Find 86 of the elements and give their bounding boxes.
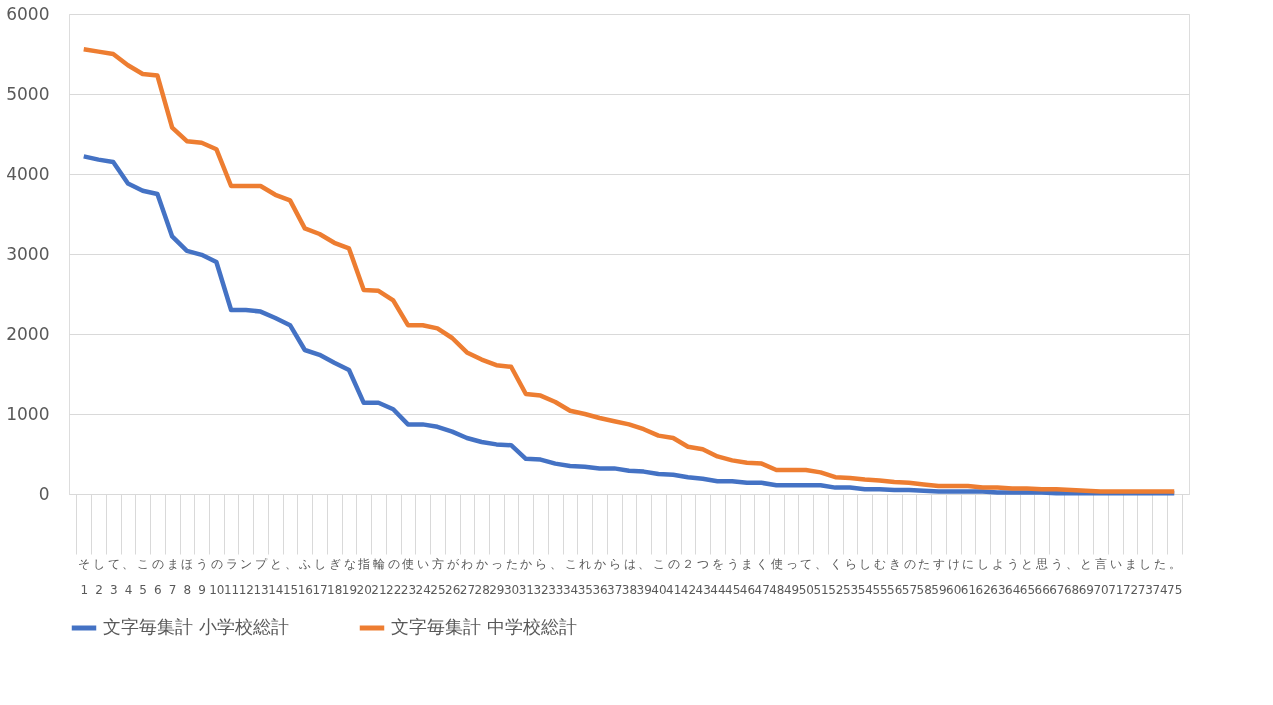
x-tick-label: う 45 (725, 556, 741, 597)
x-tick-label: む 55 (872, 556, 888, 597)
x-tick-label: ま 46 (739, 556, 756, 597)
x-tick-label: ２ 42 (680, 556, 697, 597)
x-tick-label: 方 25 (430, 556, 446, 597)
y-tick-label: 0 (38, 483, 50, 504)
x-tick-label: か 28 (474, 556, 490, 597)
x-tick-label: っ 29 (489, 556, 505, 597)
x-tick-label: 、 39 (636, 556, 652, 597)
x-tick-label: し 62 (975, 556, 991, 597)
x-tick-label: の 6 (151, 556, 164, 597)
x-tick-label: う 64 (1005, 556, 1021, 597)
x-tick-label: ま 7 (166, 556, 179, 597)
x-tick-label: ら 37 (607, 556, 623, 597)
x-tick-label: 、 33 (548, 556, 564, 597)
x-tick-label: の 22 (386, 556, 402, 597)
x-tick-label: た 74 (1152, 556, 1168, 597)
x-tick-label: か 31 (518, 556, 534, 597)
x-tick-label: 使 48 (769, 556, 785, 597)
y-tick-label: 4000 (6, 163, 50, 184)
x-tick-label: こ 34 (562, 556, 579, 597)
x-tick-label: て 50 (798, 556, 814, 597)
x-tick-label: 。 75 (1167, 556, 1183, 597)
x-tick-label: と 69 (1078, 556, 1094, 597)
x-tick-label: と 65 (1019, 556, 1036, 597)
x-tick-label: ま 72 (1122, 556, 1139, 597)
x-tick-label: け 60 (946, 556, 962, 597)
y-tick-label: 1000 (6, 403, 50, 424)
x-tick-label: な 19 (341, 556, 358, 597)
x-tick-label: ら 53 (842, 556, 859, 597)
x-tick-label: の 57 (901, 556, 918, 597)
x-tick-label: く 52 (828, 556, 844, 597)
legend-label: 文字毎集計 中学校総計 (391, 616, 577, 637)
x-tick-label: の 10 (209, 556, 225, 597)
x-tick-label: っ 49 (783, 556, 800, 597)
x-tick-label: し 73 (1137, 556, 1153, 597)
x-tick-label: い 71 (1108, 556, 1124, 597)
x-tick-label: 、 51 (813, 556, 829, 597)
x-tick-label: 言 70 (1093, 556, 1109, 597)
x-tick-label: ン 12 (238, 556, 254, 597)
x-tick-label: ぎ 18 (327, 556, 343, 597)
x-tick-label: た 30 (503, 556, 520, 597)
x-tick-label: こ 5 (137, 556, 150, 597)
x-tick-label: つ 43 (695, 556, 711, 597)
x-tick-label: ほ 8 (181, 556, 194, 597)
x-tick-label: し 2 (92, 556, 105, 597)
x-tick-label: う 9 (196, 556, 209, 597)
x-tick-label: は 38 (621, 556, 638, 597)
x-tick-label: か 36 (592, 556, 608, 597)
x-tick-label: わ 27 (459, 556, 476, 597)
y-tick-label: 6000 (6, 3, 50, 24)
x-tick-label: 、 4 (122, 556, 135, 597)
x-tick-label: に 61 (960, 556, 977, 597)
x-tick-label: れ 35 (577, 556, 593, 597)
x-tick-label: 使 23 (400, 556, 417, 597)
x-tick-label: プ 13 (253, 556, 269, 597)
x-tick-label: ふ 16 (297, 556, 313, 597)
x-tick-label: た 58 (916, 556, 932, 597)
x-tick-label: し 54 (857, 556, 873, 597)
x-tick-label: 指 20 (356, 556, 372, 597)
x-tick-label: く 47 (754, 556, 770, 597)
x-tick-label: そ 1 (78, 556, 91, 597)
x-tick-label: 、 68 (1063, 556, 1080, 597)
line-series (81, 46, 1177, 494)
x-tick-label: ら 32 (533, 556, 549, 597)
x-tick-label: の 41 (666, 556, 682, 597)
line-series (81, 154, 1177, 496)
x-tick-label: ラ 11 (223, 556, 240, 597)
x-tick-label: 思 66 (1034, 556, 1050, 597)
x-tick-label: を 44 (710, 556, 726, 597)
x-tick-label: て 3 (107, 556, 120, 597)
x-tick-label: こ 40 (651, 556, 667, 597)
x-tick-label: が 26 (445, 556, 461, 597)
x-tick-label: よ 63 (990, 556, 1006, 597)
x-tick-label: 、 15 (282, 556, 299, 597)
x-tick-label: き 56 (887, 556, 903, 597)
y-tick-label: 3000 (6, 243, 50, 264)
x-tick-label: し 17 (312, 556, 328, 597)
x-tick-label: い 24 (415, 556, 431, 597)
y-tick-label: 5000 (6, 83, 50, 104)
legend-label: 文字毎集計 小学校総計 (103, 616, 289, 637)
y-tick-label: 2000 (6, 323, 50, 344)
x-tick-label: と 14 (268, 556, 284, 597)
x-tick-label: 輪 21 (371, 556, 387, 597)
x-tick-label: う 67 (1049, 556, 1065, 597)
x-tick-label: す 59 (931, 556, 947, 597)
